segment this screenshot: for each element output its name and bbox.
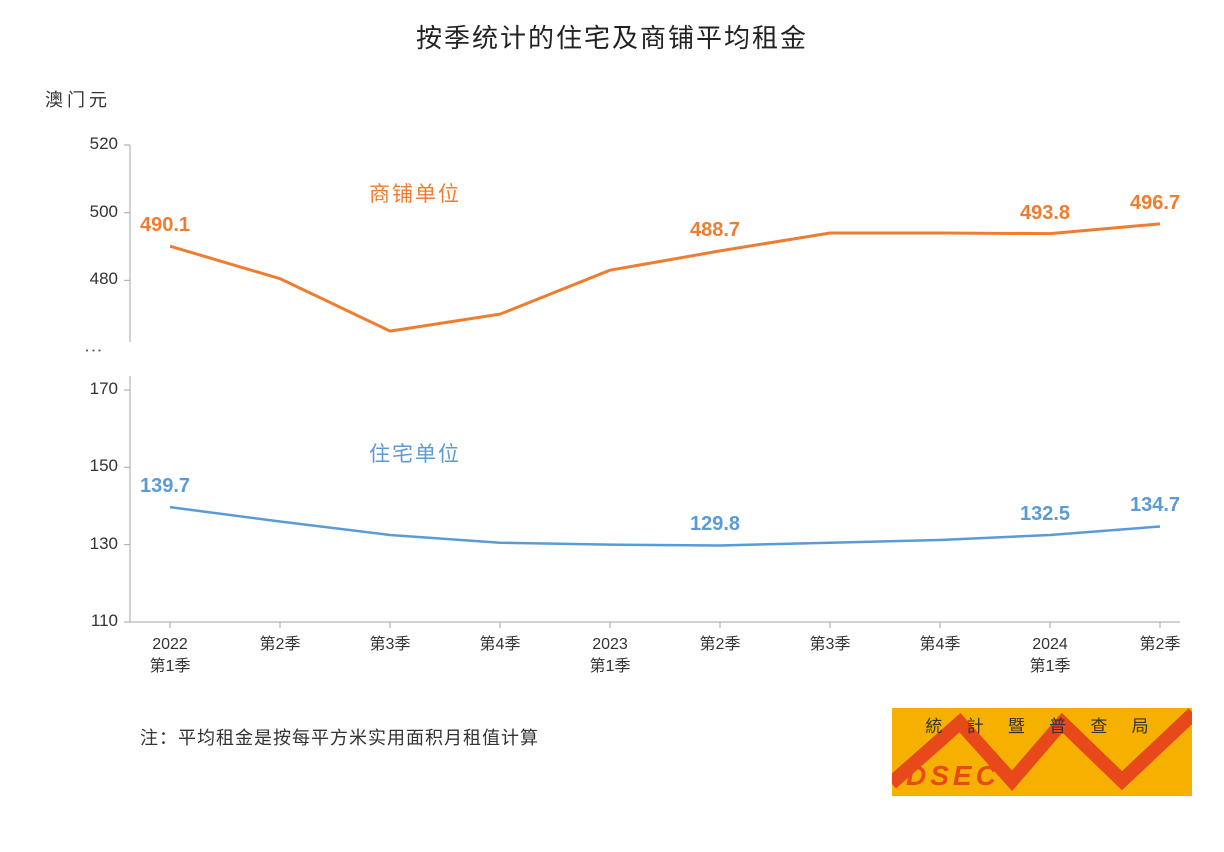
x-tick-label: 第3季 <box>780 634 880 656</box>
y-tick-label: 110 <box>58 611 118 631</box>
data-point-label: 490.1 <box>140 214 190 237</box>
x-tick-label: 第2季 <box>670 634 770 656</box>
logo-text-top: 統 計 暨 普 查 局 <box>892 712 1192 737</box>
x-tick-label: 2023第1季 <box>560 634 660 677</box>
x-tick-label: 2024第1季 <box>1000 634 1100 677</box>
x-tick-label: 第3季 <box>340 634 440 656</box>
series-name-label: 商铺单位 <box>369 178 461 208</box>
y-tick-label: 500 <box>58 202 118 222</box>
series-line <box>170 224 1160 331</box>
dsec-logo: 統 計 暨 普 查 局 DSEC <box>892 708 1192 796</box>
x-tick-label: 2022第1季 <box>120 634 220 677</box>
chart-footnote: 注：平均租金是按每平方米实用面积月租值计算 <box>140 724 539 750</box>
data-point-label: 139.7 <box>140 475 190 498</box>
series-line <box>170 507 1160 545</box>
y-tick-label: 130 <box>58 534 118 554</box>
x-tick-label: 第4季 <box>890 634 990 656</box>
data-point-label: 488.7 <box>690 219 740 242</box>
series-name-label: 住宅单位 <box>369 438 461 468</box>
axis-break-indicator: ⋮ <box>83 342 104 360</box>
data-point-label: 134.7 <box>1130 494 1180 517</box>
x-tick-label: 第4季 <box>450 634 550 656</box>
x-tick-label: 第2季 <box>230 634 330 656</box>
logo-text-bottom: DSEC <box>906 760 1000 792</box>
data-point-label: 493.8 <box>1020 202 1070 225</box>
data-point-label: 496.7 <box>1130 192 1180 215</box>
y-tick-label: 480 <box>58 269 118 289</box>
data-point-label: 129.8 <box>690 513 740 536</box>
y-tick-label: 520 <box>58 134 118 154</box>
x-tick-label: 第2季 <box>1110 634 1210 656</box>
y-tick-label: 170 <box>58 379 118 399</box>
data-point-label: 132.5 <box>1020 503 1070 526</box>
y-tick-label: 150 <box>58 456 118 476</box>
